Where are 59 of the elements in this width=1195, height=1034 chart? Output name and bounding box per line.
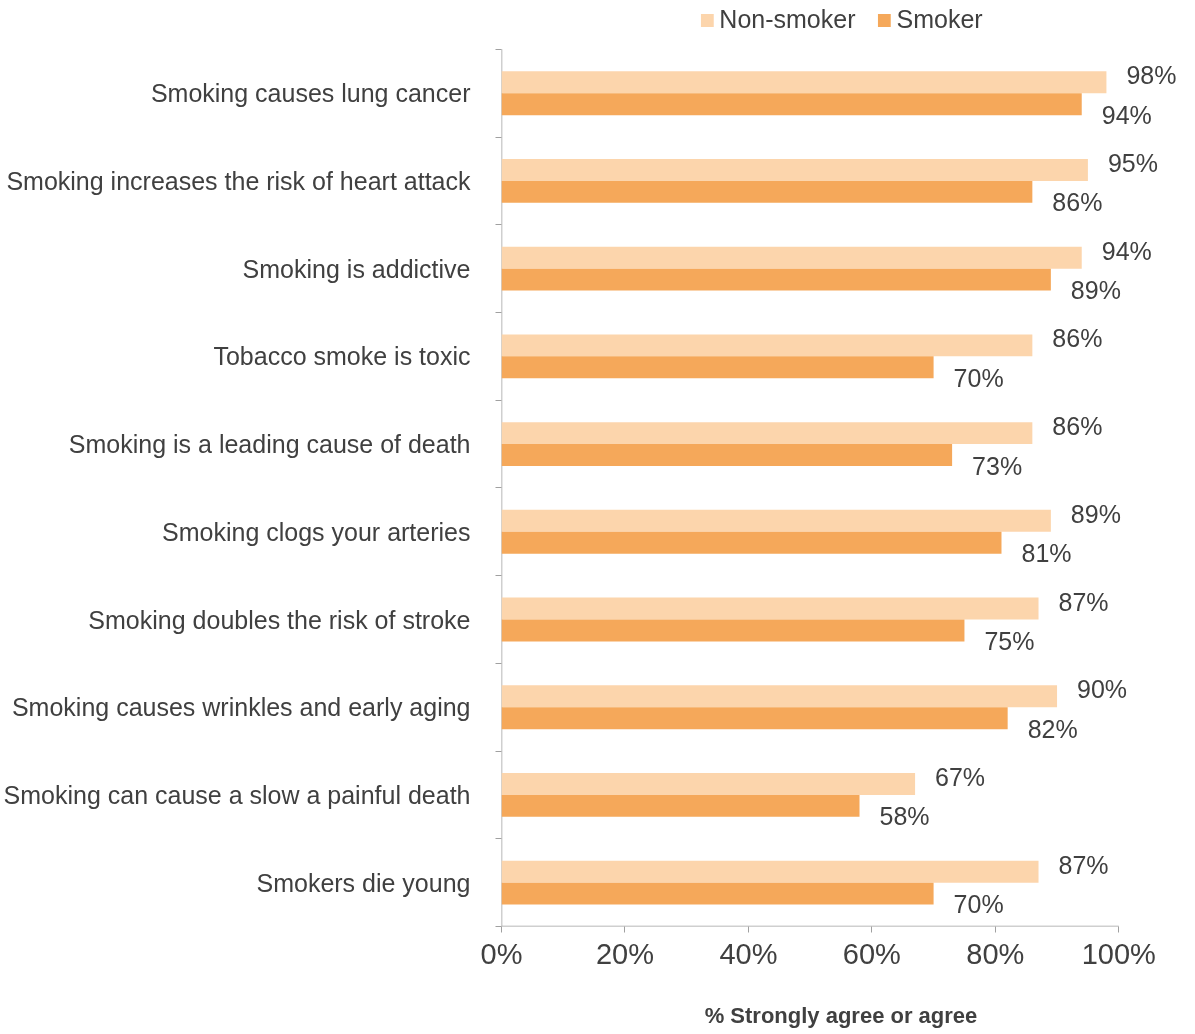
bar <box>501 422 1033 445</box>
data-label: 70% <box>953 890 1004 919</box>
data-label: 87% <box>1058 587 1109 616</box>
bar <box>501 509 1051 532</box>
data-label: 58% <box>879 802 930 831</box>
bar <box>501 444 953 466</box>
data-label: 81% <box>1021 539 1072 568</box>
bar <box>501 246 1082 269</box>
x-tick-label: 100% <box>1081 937 1156 970</box>
y-tick-label: Smoking is a leading cause of death <box>68 430 471 459</box>
data-label: 70% <box>953 363 1004 392</box>
y-tick-label: Smoking doubles the risk of stroke <box>88 605 471 634</box>
y-tick-label: Tobacco smoke is toxic <box>213 342 471 371</box>
bar <box>501 619 965 642</box>
bar <box>501 773 916 795</box>
x-axis-title: % Strongly agree or agree <box>704 1002 978 1028</box>
y-tick-label: Smokers die young <box>256 868 471 897</box>
data-label: 86% <box>1052 188 1103 217</box>
y-tick-label: Smoking causes lung cancer <box>150 79 471 108</box>
y-tick-label: Smoking can cause a slow a painful death <box>3 780 471 809</box>
bar <box>501 597 1039 620</box>
data-label: 86% <box>1052 412 1103 441</box>
bar <box>501 685 1058 708</box>
data-label: 94% <box>1101 100 1152 129</box>
x-tick-label: 0% <box>480 937 523 970</box>
bar <box>501 334 1033 357</box>
data-label: 87% <box>1058 850 1109 879</box>
y-tick-label: Smoking clogs your arteries <box>162 517 471 546</box>
data-label: 89% <box>1070 499 1121 528</box>
bar <box>501 93 1082 116</box>
y-tick-label: Smoking is addictive <box>242 254 471 283</box>
y-tick-label: Smoking increases the risk of heart attack <box>6 166 471 195</box>
data-label: 73% <box>972 451 1023 480</box>
data-label: 86% <box>1052 324 1103 353</box>
x-tick-label: 80% <box>966 937 1025 970</box>
bar <box>501 794 860 817</box>
data-label: 94% <box>1101 236 1152 265</box>
data-label: 82% <box>1027 714 1078 743</box>
bar <box>501 180 1033 203</box>
data-label: 95% <box>1107 148 1158 177</box>
bar <box>501 71 1107 94</box>
data-label: 98% <box>1126 61 1177 90</box>
x-tick-label: 20% <box>595 937 654 970</box>
data-label: 90% <box>1077 675 1128 704</box>
x-tick-label: 40% <box>719 937 778 970</box>
data-label: 89% <box>1070 276 1121 305</box>
bar <box>501 531 1002 554</box>
bar <box>501 860 1039 883</box>
data-label: 75% <box>984 626 1035 655</box>
bar <box>501 882 934 905</box>
legend-label: Smoker <box>896 5 983 34</box>
legend-label: Non-smoker <box>719 5 856 34</box>
bar <box>501 159 1088 181</box>
y-tick-label: Smoking causes wrinkles and early aging <box>11 693 471 722</box>
bar <box>501 268 1051 291</box>
bar <box>501 356 934 379</box>
bar <box>501 707 1008 730</box>
data-label: 67% <box>935 762 986 791</box>
x-tick-label: 60% <box>842 937 901 970</box>
